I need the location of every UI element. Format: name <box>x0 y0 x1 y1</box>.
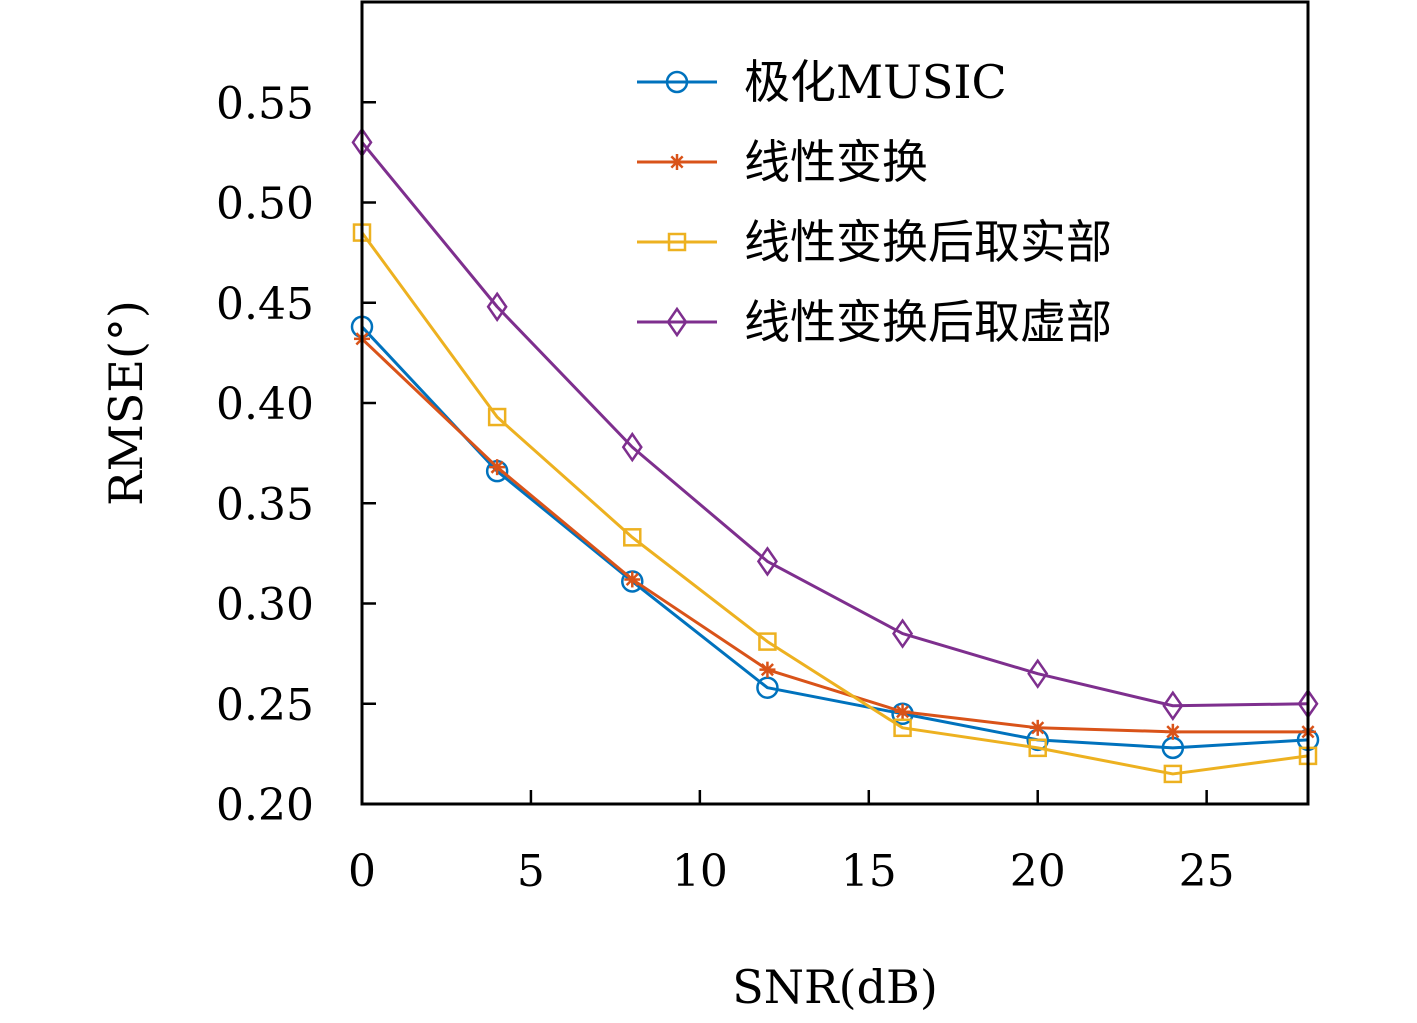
series-line-1 <box>360 337 1308 734</box>
series-2-point <box>758 632 777 651</box>
legend-label-3: 线性变换后取虚部 <box>744 295 1112 349</box>
series-2-point <box>487 407 507 427</box>
series-1-point <box>759 661 776 678</box>
y-tick-label: 0.40 <box>216 379 314 430</box>
y-tick-label: 0.25 <box>216 680 314 731</box>
legend-marker-1 <box>669 154 685 170</box>
series-layer <box>350 127 1320 784</box>
y-tick-label: 0.20 <box>216 780 314 831</box>
y-tick-label: 0.30 <box>216 580 314 631</box>
x-tick-label: 15 <box>841 846 897 897</box>
series-2-point <box>1163 764 1183 784</box>
legend-label-0: 极化MUSIC <box>744 55 1007 109</box>
x-axis-label: SNR(dB) <box>732 960 938 1014</box>
series-1-point <box>624 571 641 588</box>
series-3-point <box>892 618 914 649</box>
x-tick-label: 20 <box>1010 846 1066 897</box>
y-tick-label: 0.55 <box>216 78 314 129</box>
x-tick-label: 10 <box>672 846 728 897</box>
series-1-point <box>894 703 911 720</box>
x-tick-label: 5 <box>517 846 545 897</box>
series-3-point <box>486 291 508 322</box>
legend-marker-2 <box>667 232 687 252</box>
series-1-point <box>1164 723 1181 740</box>
legend-marker-0 <box>665 70 689 94</box>
series-1-point <box>1029 719 1046 736</box>
tick-layer: 0 5 10 15 20 25 0.20 0.25 0.30 0.35 0.40 0.45 0.50 0.… <box>216 78 1235 897</box>
series-line-2 <box>360 231 1309 776</box>
y-axis-label: RMSE(°) <box>99 300 153 506</box>
legend-label-2: 线性变换后取实部 <box>744 215 1112 269</box>
x-tick-label: 0 <box>348 846 376 897</box>
series-2-point <box>893 718 912 738</box>
series-1-point <box>489 459 506 476</box>
series-line-0 <box>360 325 1309 750</box>
series-line-3 <box>360 141 1309 708</box>
x-tick-label: 25 <box>1179 846 1235 897</box>
y-tick-label: 0.50 <box>216 179 314 230</box>
y-tick-label: 0.35 <box>216 479 314 530</box>
series-3-point <box>1027 658 1049 689</box>
series-3-point <box>621 431 643 463</box>
series-0-point <box>756 676 779 699</box>
legend-marker-3 <box>666 306 688 338</box>
series-2-point <box>1028 738 1047 758</box>
legend-label-1: 线性变换 <box>744 135 928 189</box>
series-3-point <box>756 546 778 577</box>
y-tick-label: 0.45 <box>216 279 314 330</box>
series-3-point <box>1162 690 1184 721</box>
series-2-point <box>623 528 642 547</box>
